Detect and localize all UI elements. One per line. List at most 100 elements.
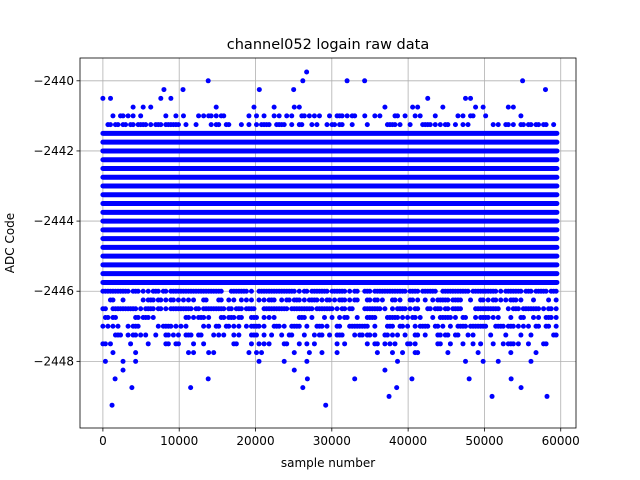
data-point [528,288,534,294]
x-tick-label: 60000 [542,434,580,448]
data-point [463,358,469,364]
data-point [405,323,411,329]
data-point [324,122,330,128]
data-point [344,113,350,119]
data-point [163,113,169,119]
y-tick-label: −2444 [33,214,74,228]
data-point [165,332,171,338]
data-point [105,323,111,329]
data-point [228,306,234,312]
data-point [400,323,406,329]
data-point [395,358,401,364]
data-point [261,315,267,321]
y-tick-label: −2448 [33,354,74,368]
outlier-point [344,78,350,84]
data-point [221,306,227,312]
data-point [392,122,398,128]
data-point [236,332,242,338]
data-point [395,315,401,321]
data-point [125,288,131,294]
data-point [445,122,451,128]
data-point [304,341,310,347]
data-point [412,323,418,329]
data-point [422,332,428,338]
data-point [304,323,310,329]
data-point [218,297,224,303]
data-point [253,315,259,321]
data-point [231,315,237,321]
data-point [246,350,252,356]
data-point [191,315,197,321]
data-point [525,341,531,347]
data-point [332,297,338,303]
data-point [112,315,118,321]
data-point [541,306,547,312]
data-point [269,332,275,338]
outlier-point [129,385,135,391]
data-point [226,297,232,303]
data-point [525,323,531,329]
data-point [143,332,149,338]
data-point [445,297,451,303]
data-point [248,288,254,294]
data-point [397,122,403,128]
data-point [110,350,116,356]
data-point [140,297,146,303]
data-point [206,323,212,329]
data-point [231,323,237,329]
data-point [364,341,370,347]
data-point [503,332,509,338]
data-point [165,341,171,347]
data-point [120,358,126,364]
data-point [311,341,317,347]
data-point [349,306,355,312]
data-point [135,323,141,329]
data-point [485,315,491,321]
data-point [515,323,521,329]
data-point [183,323,189,329]
data-point [243,288,249,294]
data-point [281,358,287,364]
data-point [342,297,348,303]
data-point [342,288,348,294]
data-point [327,332,333,338]
x-tick-label: 40000 [389,434,427,448]
data-point [407,122,413,128]
data-point [128,341,134,347]
data-point [238,306,244,312]
data-point [102,341,108,347]
outlier-point [300,78,306,84]
data-points [100,69,560,408]
outlier-point [180,87,186,93]
data-point [175,297,181,303]
data-point [510,341,516,347]
data-point [432,113,438,119]
data-point [289,122,295,128]
data-point [445,350,451,356]
data-point [425,323,431,329]
data-point [402,332,408,338]
data-point [460,113,466,119]
y-tick-label: −2440 [33,74,74,88]
data-point [354,315,360,321]
data-point [271,104,277,110]
data-point [150,297,156,303]
data-point [382,367,388,373]
data-point [168,323,174,329]
data-point [334,341,340,347]
data-point [107,122,113,128]
data-point [186,297,192,303]
data-point [485,297,491,303]
data-point [407,341,413,347]
data-point [324,288,330,294]
data-point [180,297,186,303]
data-point [435,323,441,329]
data-point [483,113,489,119]
data-point [256,297,262,303]
data-point [206,350,212,356]
data-point [208,122,214,128]
data-point [500,323,506,329]
data-point [291,367,297,373]
data-point [352,332,358,338]
